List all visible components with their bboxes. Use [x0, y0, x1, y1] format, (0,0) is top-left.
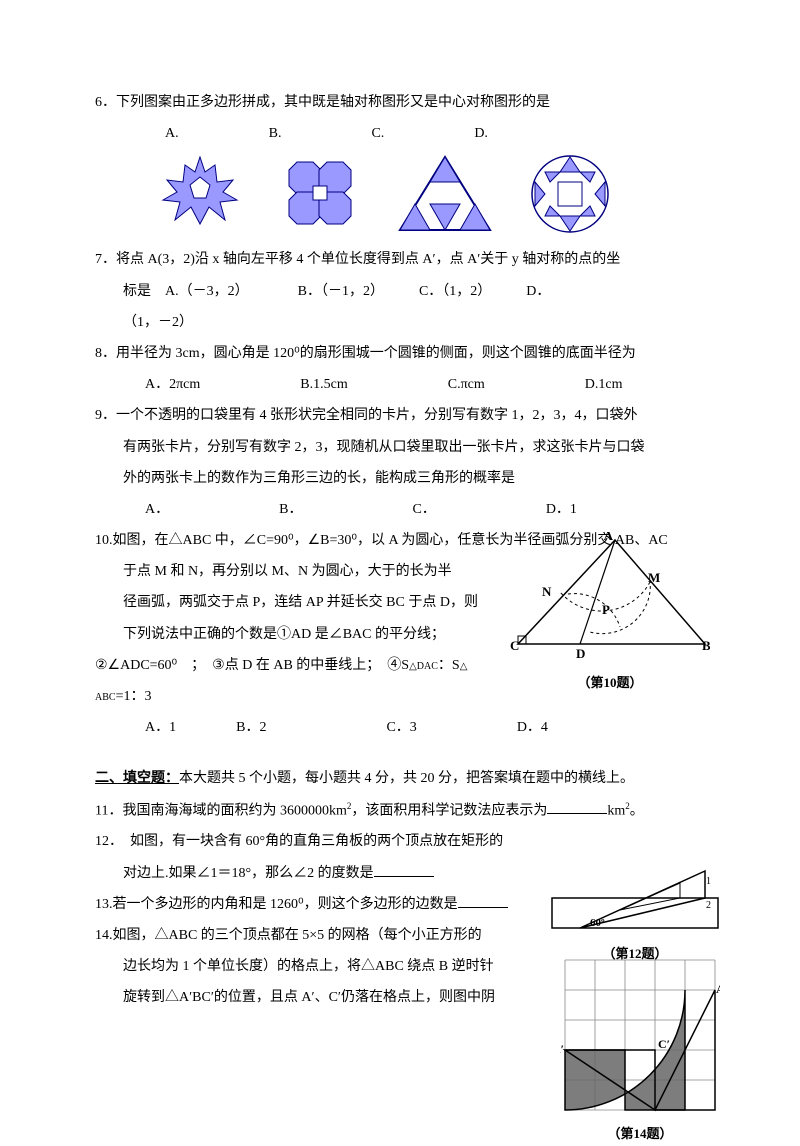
q6-fig-d: [525, 152, 615, 237]
svg-text:A′: A′: [560, 1042, 564, 1056]
q6-fig-a: [155, 152, 245, 232]
q13-blank: [458, 893, 508, 908]
q12-blank: [374, 862, 434, 877]
svg-text:B: B: [702, 638, 710, 653]
svg-text:C′: C′: [658, 1037, 670, 1051]
q6-label-b: B.: [269, 121, 282, 146]
svg-text:A: A: [604, 532, 614, 543]
q6-figures: [95, 152, 705, 237]
q8-d: D.1cm: [585, 372, 623, 397]
q12-l1: 12． 如图，有一块含有 60°角的直角三角板的两个顶点放在矩形的: [95, 829, 705, 854]
q6-text: 6．下列图案由正多边形拼成，其中既是轴对称图形又是中心对称图形的是: [95, 90, 705, 115]
q9-options: A． B． C． D．1: [95, 497, 705, 522]
q14-caption: （第14题）: [560, 1122, 720, 1145]
q8-options: A．2πcm B.1.5cm C.πcm D.1cm: [95, 372, 705, 397]
q10-figure: A C B D M N P （第10题）: [510, 532, 710, 695]
q10-c: C．3: [386, 715, 416, 740]
q8-c: C.πcm: [448, 372, 485, 397]
q9-l2: 有两张卡片，分别写有数字 2，3，现随机从口袋里取出一张卡片，求这张卡片与口袋: [95, 435, 705, 460]
q7-line2: 标是 A.（－3，2） B．（－1，2） C．（1，2） D．: [95, 279, 705, 304]
svg-text:P: P: [602, 602, 610, 617]
svg-text:60º: 60º: [590, 917, 605, 929]
svg-text:M: M: [648, 570, 660, 585]
svg-text:2: 2: [706, 900, 711, 911]
q6-fig-b: [275, 152, 365, 232]
q9-d: D．1: [546, 497, 577, 522]
svg-text:C: C: [510, 638, 519, 653]
q6-label-a: A.: [165, 121, 179, 146]
q11-blank: [547, 799, 607, 814]
q9-b: B．: [279, 497, 302, 522]
q6-option-labels: A. B. C. D.: [95, 121, 705, 146]
svg-text:C: C: [714, 1112, 720, 1115]
q8-line1: 8．用半径为 3cm，圆心角是 120⁰的扇形围城一个圆锥的侧面，则这个圆锥的底…: [95, 341, 705, 366]
svg-text:N: N: [542, 584, 552, 599]
section2-title: 二、填空题：本大题共 5 个小题，每小题共 4 分，共 20 分，把答案填在题中…: [95, 766, 705, 791]
q10-d: D．4: [517, 715, 548, 740]
section2-title-text: 二、填空题：: [95, 771, 179, 786]
q9-a: A．: [145, 497, 169, 522]
q9-l1: 9．一个不透明的口袋里有 4 张形状完全相同的卡片，分别写有数字 1，2，3，4…: [95, 403, 705, 428]
q11: 11．我国南海海域的面积约为 3600000km2，该面积用科学记数法应表示为k…: [95, 798, 705, 824]
q10-b: B．2: [236, 715, 266, 740]
svg-text:D: D: [576, 646, 585, 661]
svg-text:1: 1: [706, 876, 711, 887]
q10-options: A．1 B．2 C．3 D．4: [95, 715, 705, 740]
q12-figure: 60º 1 2 （第12题）: [550, 858, 720, 966]
q9-c: C．: [412, 497, 435, 522]
svg-text:B: B: [652, 1112, 660, 1115]
svg-text:A: A: [716, 982, 720, 996]
q8-b: B.1.5cm: [300, 372, 347, 397]
q14-figure: A A′ B C C′ （第14题）: [560, 955, 720, 1146]
q7-line3: （1，－2）: [95, 310, 705, 335]
q10-caption: （第10题）: [510, 671, 710, 694]
q6-fig-c: [395, 152, 495, 237]
q6-label-d: D.: [474, 121, 488, 146]
q9-l3: 外的两张卡上的数作为三角形三边的长，能构成三角形的概率是: [95, 466, 705, 491]
q6-label-c: C.: [371, 121, 384, 146]
section2-tail: 本大题共 5 个小题，每小题共 4 分，共 20 分，把答案填在题中的横线上。: [179, 771, 634, 786]
q8-a: A．2πcm: [145, 372, 200, 397]
q7-line1: 7．将点 A(3，2)沿 x 轴向左平移 4 个单位长度得到点 A′，点 A′关…: [95, 247, 705, 272]
q10-a: A．1: [145, 715, 176, 740]
